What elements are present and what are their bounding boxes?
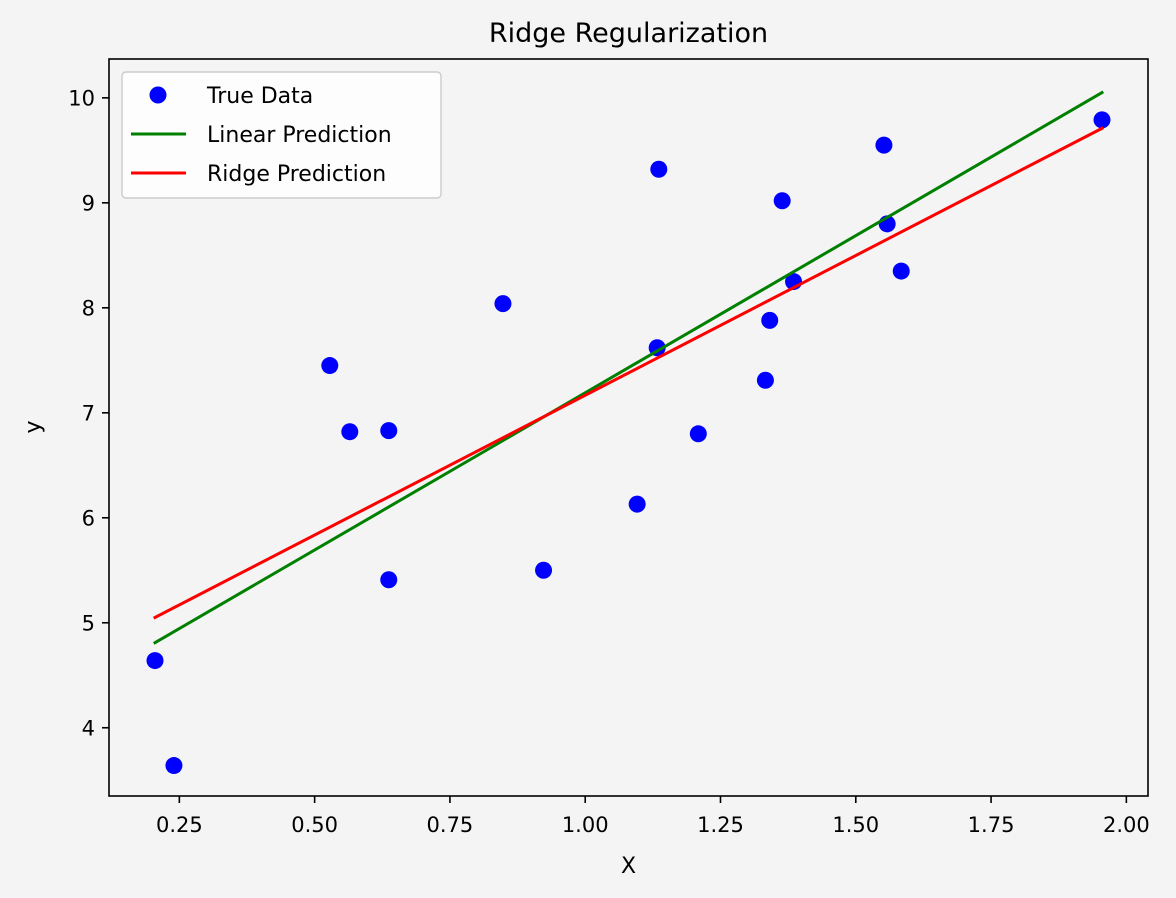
y-tick-label: 9 (82, 191, 95, 215)
y-tick-label: 4 (82, 716, 95, 740)
data-point (875, 136, 893, 154)
legend-label-linear-prediction: Linear Prediction (207, 123, 392, 148)
data-point (1093, 111, 1111, 129)
y-tick-label: 8 (82, 296, 95, 320)
data-point (650, 160, 668, 178)
chart-title: Ridge Regularization (489, 18, 768, 49)
data-point (321, 357, 339, 375)
series-layer (146, 90, 1111, 775)
data-point (892, 262, 910, 280)
y-tick-label: 10 (68, 86, 95, 110)
x-tick-label: 0.75 (427, 813, 474, 837)
y-axis: 4 5 6 7 8 9 10 (68, 86, 109, 740)
legend-label-true-data: True Data (206, 84, 313, 109)
data-point (380, 422, 398, 440)
x-axis-label: X (621, 854, 636, 879)
data-point (165, 757, 183, 775)
legend: True Data Linear Prediction Ridge Predicti… (121, 71, 442, 199)
x-axis: 0.25 0.50 0.75 1.00 1.25 1.50 1.75 2.00 (156, 796, 1150, 837)
y-tick-label: 6 (82, 506, 95, 530)
data-point (341, 423, 359, 441)
legend-marker-true-data (149, 86, 167, 104)
x-tick-label: 1.50 (832, 813, 879, 837)
data-point (146, 652, 164, 670)
x-tick-label: 1.25 (697, 813, 744, 837)
data-point (773, 192, 791, 210)
data-point (380, 571, 398, 589)
x-tick-label: 0.50 (291, 813, 338, 837)
plot-frame (108, 58, 1149, 797)
legend-box (121, 71, 442, 199)
linear-prediction-line (152, 90, 1105, 645)
y-axis-label: y (21, 420, 46, 433)
data-point (761, 311, 779, 329)
x-tick-label: 1.75 (968, 813, 1015, 837)
ridge-prediction-line (152, 126, 1105, 620)
legend-label-ridge-prediction: Ridge Prediction (207, 162, 386, 187)
x-tick-label: 1.00 (562, 813, 609, 837)
x-tick-label: 0.25 (156, 813, 203, 837)
data-point (535, 561, 553, 579)
y-tick-label: 7 (82, 401, 95, 425)
data-point (628, 495, 646, 513)
y-tick-label: 5 (82, 611, 95, 635)
data-point (689, 425, 707, 443)
data-point (494, 295, 512, 313)
x-tick-label: 2.00 (1103, 813, 1150, 837)
data-point (756, 371, 774, 389)
